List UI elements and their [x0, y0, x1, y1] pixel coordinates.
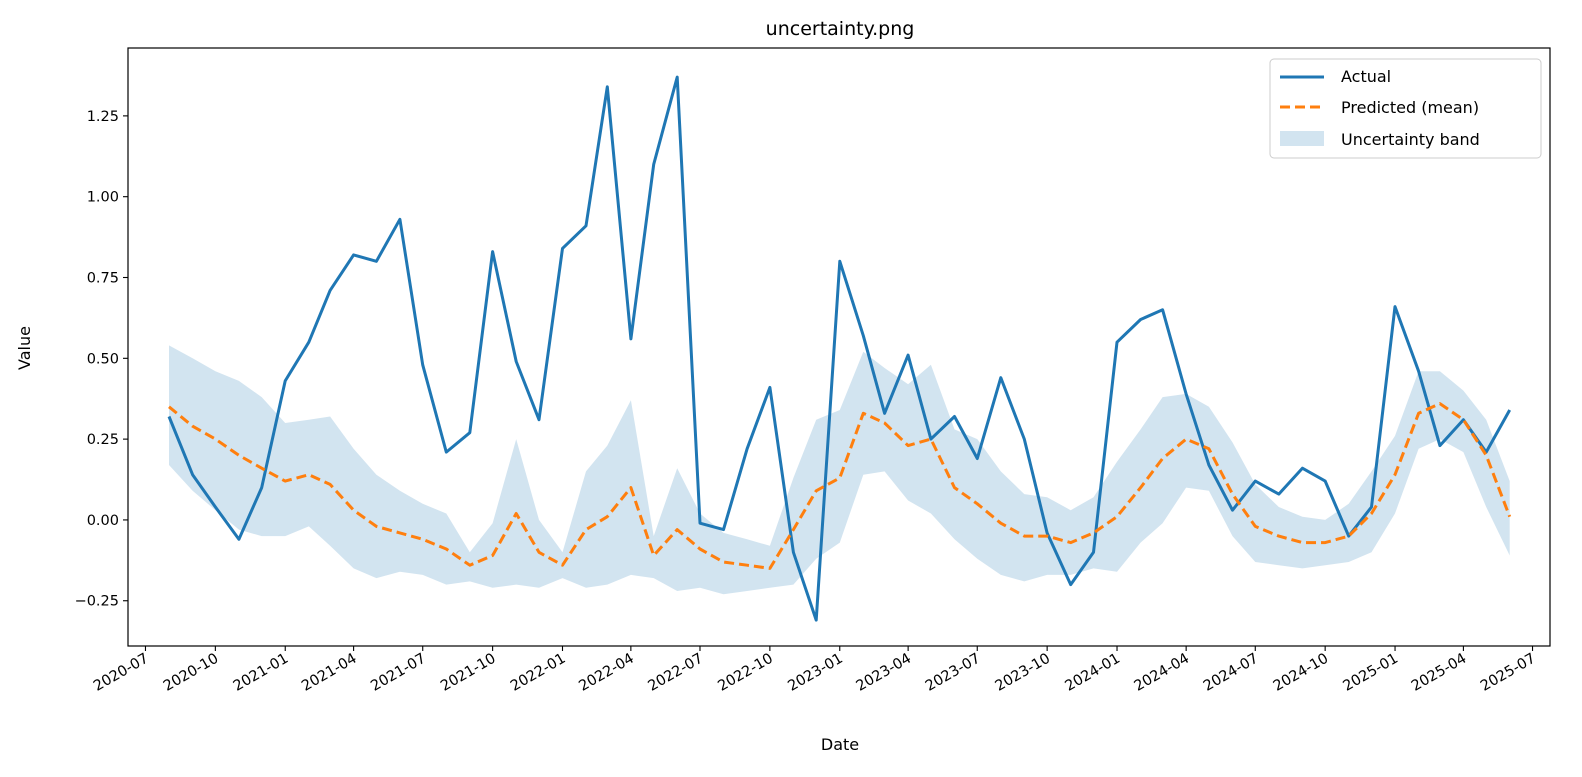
legend-label-band: Uncertainty band	[1341, 130, 1480, 149]
y-axis-label: Value	[15, 326, 34, 370]
x-axis-label: Date	[821, 735, 859, 754]
plot-frame	[127, 47, 1551, 647]
band-layer	[169, 345, 1510, 595]
legend-label-actual: Actual	[1341, 67, 1391, 86]
series-line-actual	[167, 75, 1512, 622]
y-tick-label: 1.00	[87, 190, 119, 206]
y-axis: −0.25 0.00 0.25 0.50 0.75 1.00 1.25	[75, 109, 128, 610]
plot-area	[127, 47, 1551, 647]
series-layer	[167, 75, 1512, 622]
y-tick-label: 0.25	[87, 432, 119, 448]
legend-box	[1269, 58, 1542, 159]
y-tick-label: 0.75	[87, 271, 119, 287]
y-tick-label: 1.25	[87, 109, 119, 125]
legend: Actual Predicted (mean) Uncertainty band	[1269, 58, 1542, 159]
legend-swatch-band	[1280, 131, 1324, 146]
legend-label-predicted: Predicted (mean)	[1341, 98, 1479, 117]
uncertainty-band	[169, 345, 1510, 595]
y-tick-label: 0.00	[87, 513, 119, 529]
y-tick-label: −0.25	[75, 594, 119, 610]
y-tick-label: 0.50	[87, 351, 119, 367]
chart-title: uncertainty.png	[766, 18, 915, 40]
